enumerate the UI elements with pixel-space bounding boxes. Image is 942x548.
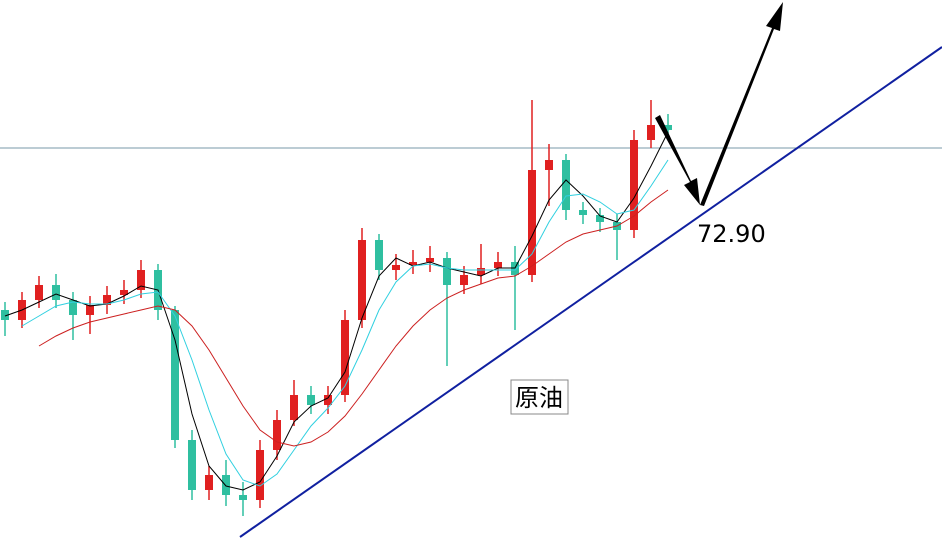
candle-body xyxy=(52,285,60,300)
candle-body xyxy=(443,258,451,285)
candle-body xyxy=(375,240,383,270)
candle-body xyxy=(205,475,213,490)
candle-body xyxy=(664,125,672,130)
candle-body xyxy=(426,258,434,262)
candle-body xyxy=(1,310,9,320)
candle-body xyxy=(562,160,570,210)
candle-body xyxy=(545,160,553,170)
candle-body xyxy=(307,395,315,405)
moving-average xyxy=(38,189,669,447)
candle-body xyxy=(273,420,281,450)
candle-body xyxy=(630,140,638,230)
candle-body xyxy=(35,285,43,300)
candle-body xyxy=(171,310,179,440)
candle-body xyxy=(86,305,94,315)
candle-body xyxy=(392,265,400,270)
candle-body xyxy=(120,290,128,295)
candle-body xyxy=(256,450,264,500)
candle-body xyxy=(579,210,587,215)
candle-body xyxy=(222,475,230,495)
candle-body xyxy=(494,262,502,268)
arrow-down xyxy=(655,115,700,205)
candle-body xyxy=(290,395,298,420)
candle-body xyxy=(188,440,196,490)
arrow-up xyxy=(700,2,783,206)
candle-body xyxy=(477,268,485,275)
candle-body xyxy=(69,300,77,315)
candle-body xyxy=(460,275,468,285)
candle-body xyxy=(647,125,655,140)
instrument-label: 原油 xyxy=(515,384,563,412)
candle-body xyxy=(409,262,417,265)
label-box xyxy=(510,379,569,415)
candle-body xyxy=(358,240,366,320)
candle-body xyxy=(239,495,247,500)
moving-average xyxy=(4,131,669,491)
candle-body xyxy=(324,395,332,405)
candle-body xyxy=(137,270,145,290)
moving-average xyxy=(21,159,669,487)
price-label: 72.90 xyxy=(697,220,766,248)
trend-line xyxy=(239,46,942,538)
candle-body xyxy=(341,320,349,395)
candle-body xyxy=(596,215,604,222)
candle-body xyxy=(103,295,111,305)
candle-body xyxy=(528,170,536,275)
